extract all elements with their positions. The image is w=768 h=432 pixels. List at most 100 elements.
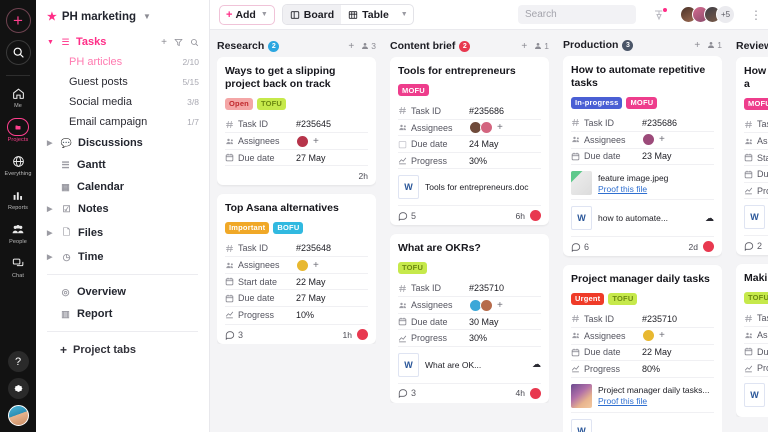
sidebar-item-notes[interactable]: ▶ ☑ Notes [36, 198, 209, 220]
add-assignee-icon[interactable]: + [497, 122, 503, 134]
help-icon[interactable]: ? [7, 351, 29, 372]
search-input[interactable]: Search [518, 5, 636, 24]
more-options-icon[interactable]: ⋮ [750, 7, 762, 22]
sidebar-item-social-media[interactable]: Social media 3/8 [36, 92, 209, 112]
sidebar-item-overview[interactable]: ◎ Overview [36, 281, 209, 303]
notifications-icon[interactable] [653, 6, 668, 21]
add-assignee-icon[interactable]: + [313, 259, 319, 271]
column-people[interactable]: 1 [534, 41, 549, 51]
card-field-value[interactable]: 27 May [296, 152, 326, 163]
card-field-value[interactable]: 10% [296, 309, 315, 320]
sidebar-item-time[interactable]: ▶ ◷ Time [36, 246, 209, 268]
card-field-value[interactable]: 24 May [469, 139, 499, 150]
card-field-value[interactable]: + [469, 121, 503, 135]
proof-this-file-link[interactable]: Proof this file [598, 183, 648, 194]
project-title[interactable]: ★ PH marketing ▼ [36, 0, 209, 32]
sidebar-item-email-campaign[interactable]: Email campaign 1/7 [36, 112, 209, 132]
card-attachment[interactable]: Project manager daily tasks... Proof this… [571, 376, 714, 412]
add-button[interactable]: + Add ▼ [219, 4, 275, 25]
add-assignee-icon[interactable]: + [497, 299, 503, 311]
search-icon[interactable] [190, 38, 199, 47]
status-badge[interactable]: Important [225, 221, 270, 234]
sidebar-item-gantt[interactable]: ☰ Gantt [36, 154, 209, 176]
status-badge[interactable]: TOFU [256, 97, 287, 110]
comment-count[interactable]: 3 [398, 388, 416, 399]
gear-icon[interactable] [7, 378, 29, 399]
avatar[interactable] [7, 405, 29, 426]
add-task-icon[interactable]: + [161, 36, 167, 48]
sidebar-item-ph-articles[interactable]: PH articles 2/10 [36, 52, 209, 72]
task-card[interactable]: How to better h deadlines as a MOFU Task I… [736, 57, 768, 256]
task-card[interactable]: Top Asana alternatives Important BOFU Task … [217, 194, 376, 345]
card-attachment[interactable]: W [571, 411, 714, 432]
comment-count[interactable]: 6 [571, 242, 589, 252]
card-field-value[interactable]: #235648 [296, 243, 332, 254]
rail-item-chat[interactable]: Chat [0, 254, 36, 279]
status-badge[interactable]: BOFU [273, 221, 304, 234]
card-field-value[interactable]: + [642, 329, 665, 343]
card-field-value[interactable]: 30 May [469, 316, 499, 327]
card-field-value[interactable]: + [296, 134, 319, 148]
filter-icon[interactable] [174, 38, 183, 47]
avatar-overflow[interactable]: +5 [716, 5, 735, 24]
comment-count[interactable]: 2 [744, 241, 762, 251]
tab-board[interactable]: Board [282, 5, 342, 24]
status-badge[interactable]: Open [225, 97, 253, 110]
card-attachment[interactable]: WMaking [744, 375, 768, 411]
add-card-icon[interactable]: + [348, 40, 355, 52]
add-assignee-icon[interactable]: + [659, 330, 665, 342]
card-field-value[interactable]: + [642, 133, 665, 147]
status-badge[interactable]: Urgent [571, 292, 605, 305]
task-card[interactable]: How to automate repetitive tasks In-progr… [563, 55, 722, 257]
proof-this-file-link[interactable]: Proof this file [598, 396, 648, 407]
status-badge[interactable]: TOFU [744, 291, 768, 304]
card-field-value[interactable]: 80% [642, 363, 661, 374]
card-field-value[interactable]: #235686 [469, 105, 505, 116]
tab-table[interactable]: Table [341, 5, 396, 24]
card-attachment[interactable]: W What are OK... ☁ [398, 345, 541, 381]
add-card-icon[interactable]: + [521, 40, 528, 52]
chevron-down-icon[interactable]: ▼ [143, 12, 151, 21]
status-badge[interactable]: TOFU [608, 292, 638, 305]
status-badge[interactable]: MOFU [626, 96, 658, 109]
card-field-value[interactable]: #235710 [642, 313, 678, 324]
chevron-down-icon[interactable]: ▼ [260, 11, 268, 18]
column-people[interactable]: 1 [707, 40, 722, 50]
add-project-tab-button[interactable]: + Project tabs [36, 338, 209, 362]
sidebar-group-tasks[interactable]: ▼ ☰ Tasks + [36, 32, 209, 52]
sidebar-item-guest-posts[interactable]: Guest posts 5/15 [36, 72, 209, 92]
add-assignee-icon[interactable]: + [313, 135, 319, 147]
task-card[interactable]: What are OKRs? TOFU Task ID #235710 Assignee… [390, 234, 549, 403]
card-attachment[interactable]: W Tools for entrepreneurs.doc [398, 168, 541, 203]
card-field-value[interactable]: #235686 [642, 117, 678, 128]
card-field-value[interactable]: 22 May [296, 276, 326, 287]
column-people[interactable]: 3 [361, 41, 376, 51]
cloud-upload-icon[interactable]: ☁ [705, 212, 714, 223]
cloud-upload-icon[interactable]: ☁ [532, 359, 541, 370]
card-field-value[interactable]: #235710 [469, 283, 505, 294]
status-badge[interactable]: MOFU [744, 97, 768, 110]
card-attachment[interactable]: WHow to [744, 198, 768, 233]
chevron-right-icon[interactable]: ▶ [47, 254, 53, 261]
add-assignee-icon[interactable]: + [659, 134, 665, 146]
add-button[interactable]: + [5, 8, 31, 33]
comment-count[interactable]: 5 [398, 211, 416, 221]
rail-item-me[interactable]: Me [0, 84, 36, 109]
sidebar-item-files[interactable]: ▶ 🗋 Files [36, 220, 209, 246]
status-badge[interactable]: In-progress [571, 96, 623, 109]
card-field-value[interactable]: 27 May [296, 293, 326, 304]
card-field-value[interactable]: 30% [469, 333, 488, 344]
card-field-value[interactable]: 23 May [642, 151, 672, 162]
sidebar-item-discussions[interactable]: ▶ 💬 Discussions [36, 132, 209, 154]
chevron-right-icon[interactable]: ▶ [47, 206, 53, 213]
task-card[interactable]: Making mistak TOFU Task ID Assignees Due dat… [736, 264, 768, 417]
chevron-right-icon[interactable]: ▶ [47, 230, 53, 237]
comment-count[interactable]: 3 [225, 330, 243, 340]
status-badge[interactable]: TOFU [398, 261, 428, 274]
search-icon[interactable] [5, 40, 31, 65]
card-field-value[interactable]: 30% [469, 155, 488, 166]
rail-item-projects[interactable]: Projects [0, 118, 36, 143]
avatar-group[interactable]: +5 [680, 5, 735, 24]
sidebar-item-calendar[interactable]: ▦ Calendar [36, 176, 209, 198]
